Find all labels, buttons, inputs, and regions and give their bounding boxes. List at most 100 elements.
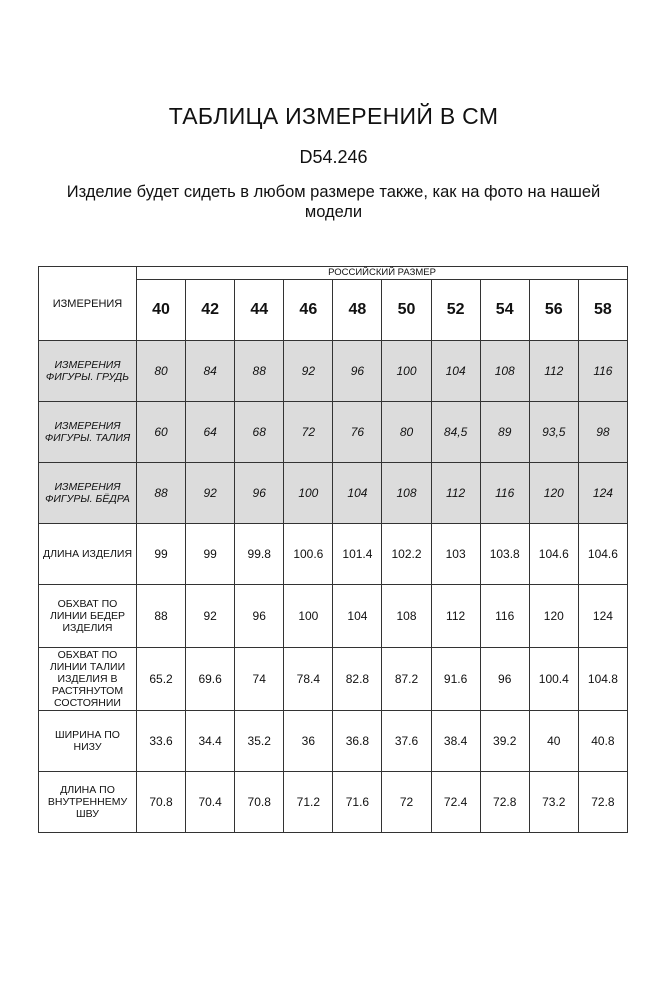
table-cell: 96: [234, 584, 285, 648]
table-cell: 112: [430, 462, 481, 524]
table-cell: 103.8: [479, 523, 530, 585]
table-cell: 82.8: [332, 647, 383, 711]
table-cell: 100: [381, 340, 432, 402]
table-row: ИЗМЕРЕНИЯ ФИГУРЫ. БЁДРА 88 92 96 100 104 108 11…: [38, 462, 629, 524]
row-label: ИЗМЕРЕНИЯ ФИГУРЫ. БЁДРА: [38, 462, 137, 524]
size-table: ИЗМЕРЕНИЯ РОССИЙСКИЙ РАЗМЕР 40 42 44 46 48 50…: [38, 266, 629, 833]
size-header: 52: [430, 279, 481, 341]
row-label: ШИРИНА ПО НИЗУ: [38, 710, 137, 772]
table-cell: 104: [332, 462, 383, 524]
table-cell: 120: [528, 462, 579, 524]
table-cell: 99: [135, 523, 187, 585]
table-cell: 124: [577, 584, 629, 648]
row-label: ДЛИНА ИЗДЕЛИЯ: [38, 523, 137, 585]
table-cell: 100.4: [528, 647, 579, 711]
table-cell: 108: [381, 584, 432, 648]
product-code: D54.246: [299, 147, 368, 167]
table-cell: 38.4: [430, 710, 481, 772]
table-cell: 68: [234, 401, 285, 463]
sizes-row: 40 42 44 46 48 50 52 54 56 58: [39, 279, 629, 341]
table-cell: 91.6: [430, 647, 481, 711]
table-cell: 93,5: [528, 401, 579, 463]
table-cell: 70.4: [185, 771, 236, 833]
table-cell: 96: [332, 340, 383, 402]
table-cell: 72.4: [430, 771, 481, 833]
table-cell: 98: [577, 401, 629, 463]
row-label: ОБХВАТ ПО ЛИНИИ ТАЛИИ ИЗДЕЛИЯ В РАСТЯНУТ…: [38, 647, 137, 711]
row-label: ОБХВАТ ПО ЛИНИИ БЕДЕР ИЗДЕЛИЯ: [38, 584, 137, 648]
table-cell: 69.6: [185, 647, 236, 711]
table-cell: 72: [381, 771, 432, 833]
row-label: ДЛИНА ПО ВНУТРЕННЕМУ ШВУ: [38, 771, 137, 833]
table-cell: 64: [185, 401, 236, 463]
table-cell: 35.2: [234, 710, 285, 772]
table-cell: 120: [528, 584, 579, 648]
table-cell: 92: [185, 462, 236, 524]
table-cell: 33.6: [135, 710, 187, 772]
table-cell: 88: [135, 462, 187, 524]
table-cell: 104: [332, 584, 383, 648]
table-cell: 39.2: [479, 710, 530, 772]
table-cell: 124: [577, 462, 629, 524]
table-cell: 72.8: [577, 771, 629, 833]
size-header: 58: [577, 279, 629, 341]
table-cell: 88: [234, 340, 285, 402]
size-header: 46: [283, 279, 334, 341]
table-cell: 70.8: [135, 771, 187, 833]
table-cell: 92: [185, 584, 236, 648]
corner-label: ИЗМЕРЕНИЯ: [38, 266, 137, 341]
table-cell: 100: [283, 462, 334, 524]
table-cell: 100.6: [283, 523, 334, 585]
size-header: 50: [381, 279, 432, 341]
table-cell: 116: [577, 340, 629, 402]
size-header: 48: [332, 279, 383, 341]
fit-note: Изделие будет сидеть в любом размере так…: [66, 183, 601, 221]
table-cell: 74: [234, 647, 285, 711]
table-row: ИЗМЕРЕНИЯ ФИГУРЫ. ТАЛИЯ 60 64 68 72 76 80 84,5 8…: [38, 401, 629, 463]
table-cell: 101.4: [332, 523, 383, 585]
size-group-label: РОССИЙСКИЙ РАЗМЕР: [136, 266, 628, 280]
table-cell: 104.6: [577, 523, 629, 585]
table-cell: 104.8: [577, 647, 629, 711]
size-header: 56: [528, 279, 579, 341]
table-cell: 40: [528, 710, 579, 772]
table-row: ДЛИНА ИЗДЕЛИЯ 99 99 99.8 100.6 101.4 102.2 103 1…: [38, 523, 629, 585]
table-cell: 80: [135, 340, 187, 402]
table-cell: 73.2: [528, 771, 579, 833]
table-cell: 88: [135, 584, 187, 648]
table-cell: 60: [135, 401, 187, 463]
size-header: 44: [234, 279, 285, 341]
table-cell: 40.8: [577, 710, 629, 772]
table-cell: 70.8: [234, 771, 285, 833]
table-cell: 104: [430, 340, 481, 402]
table-cell: 112: [430, 584, 481, 648]
table-cell: 34.4: [185, 710, 236, 772]
table-cell: 36: [283, 710, 334, 772]
table-cell: 65.2: [135, 647, 187, 711]
table-cell: 96: [234, 462, 285, 524]
table-cell: 104.6: [528, 523, 579, 585]
table-cell: 78.4: [283, 647, 334, 711]
table-row: ОБХВАТ ПО ЛИНИИ ТАЛИИ ИЗДЕЛИЯ В РАСТЯНУТ…: [38, 647, 629, 711]
table-cell: 89: [479, 401, 530, 463]
table-cell: 84: [185, 340, 236, 402]
row-label: ИЗМЕРЕНИЯ ФИГУРЫ. ТАЛИЯ: [38, 401, 137, 463]
table-cell: 112: [528, 340, 579, 402]
table-cell: 72: [283, 401, 334, 463]
table-cell: 71.6: [332, 771, 383, 833]
page-title: ТАБЛИЦА ИЗМЕРЕНИЙ В СМ: [168, 103, 499, 129]
table-row: ОБХВАТ ПО ЛИНИИ БЕДЕР ИЗДЕЛИЯ 88 92 96 100 10…: [38, 584, 629, 648]
row-label: ИЗМЕРЕНИЯ ФИГУРЫ. ГРУДЬ: [38, 340, 137, 402]
table-cell: 100: [283, 584, 334, 648]
table-cell: 80: [381, 401, 432, 463]
table-cell: 87.2: [381, 647, 432, 711]
table-row: ИЗМЕРЕНИЯ ФИГУРЫ. ГРУДЬ 80 84 88 92 96 100 104 1…: [38, 340, 629, 402]
table-cell: 72.8: [479, 771, 530, 833]
table-cell: 96: [479, 647, 530, 711]
table-cell: 36.8: [332, 710, 383, 772]
table-cell: 108: [381, 462, 432, 524]
table-cell: 108: [479, 340, 530, 402]
table-cell: 71.2: [283, 771, 334, 833]
table-cell: 116: [479, 584, 530, 648]
table-cell: 99.8: [234, 523, 285, 585]
